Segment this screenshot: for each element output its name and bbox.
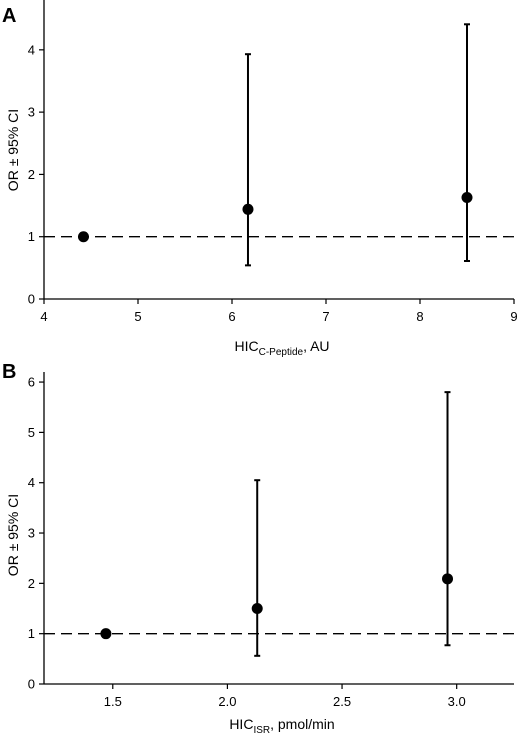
panel-b-plot-area: 0 1 2 3 4 5 6 1.5 2.0 2.5 3.0	[28, 372, 514, 709]
panel-b-x-tick-label: 3.0	[448, 694, 466, 709]
panel-b-y-axis-label: OR ± 95% CI	[5, 494, 21, 576]
panel-b-y-tick-label: 5	[28, 425, 35, 440]
panel-b-y-tick-label: 1	[28, 626, 35, 641]
panel-a-data-point	[461, 191, 473, 203]
panel-b-y-tick-label: 3	[28, 526, 35, 541]
panel-b-data-point	[100, 628, 112, 640]
panel-a-y-tick-label: 0	[28, 292, 35, 307]
panel-b-letter: B	[2, 361, 16, 383]
panel-a-y-axis-label: OR ± 95% CI	[5, 109, 21, 191]
panel-a-x-tick-label: 6	[228, 309, 235, 324]
panel-b-y-tick-label: 2	[28, 576, 35, 591]
panel-a-letter: A	[2, 5, 16, 27]
panel-a-y-tick-label: 2	[28, 167, 35, 182]
panel-a-x-tick-label: 5	[134, 309, 141, 324]
panel-a-x-tick-label: 7	[322, 309, 329, 324]
panel-a-y-tick-label: 4	[28, 42, 35, 57]
panel-a-plot-area: 0 1 2 3 4 4 5 6 7 8 9	[28, 0, 518, 324]
panel-b-x-tick-label: 1.5	[104, 694, 122, 709]
panel-b: B OR ± 95% CI HICISR, pmol/min 0 1 2 3 4 5 6 1.…	[2, 361, 514, 736]
panel-a-x-tick-label: 9	[510, 309, 517, 324]
panel-b-data-point	[251, 603, 263, 615]
panel-a-data-point	[77, 231, 89, 243]
panel-b-x-tick-label: 2.0	[218, 694, 236, 709]
panel-b-y-tick-label: 4	[28, 475, 35, 490]
panel-a: A OR ± 95% CI HICC-Peptide, AU 0 1 2 3 4 4 5 6 7…	[2, 0, 518, 358]
panel-a-x-axis-label: HICC-Peptide, AU	[234, 338, 329, 358]
panel-a-y-tick-label: 1	[28, 229, 35, 244]
panel-a-x-tick-label: 8	[416, 309, 423, 324]
panel-b-data-point	[442, 573, 454, 585]
panel-b-x-axis-label: HICISR, pmol/min	[229, 716, 334, 736]
panel-b-y-tick-label: 6	[28, 375, 35, 390]
panel-a-x-tick-label: 4	[40, 309, 47, 324]
panel-a-data-point	[242, 203, 254, 215]
panel-b-y-tick-label: 0	[28, 677, 35, 692]
panel-a-y-tick-label: 3	[28, 105, 35, 120]
panel-b-x-tick-label: 2.5	[333, 694, 351, 709]
